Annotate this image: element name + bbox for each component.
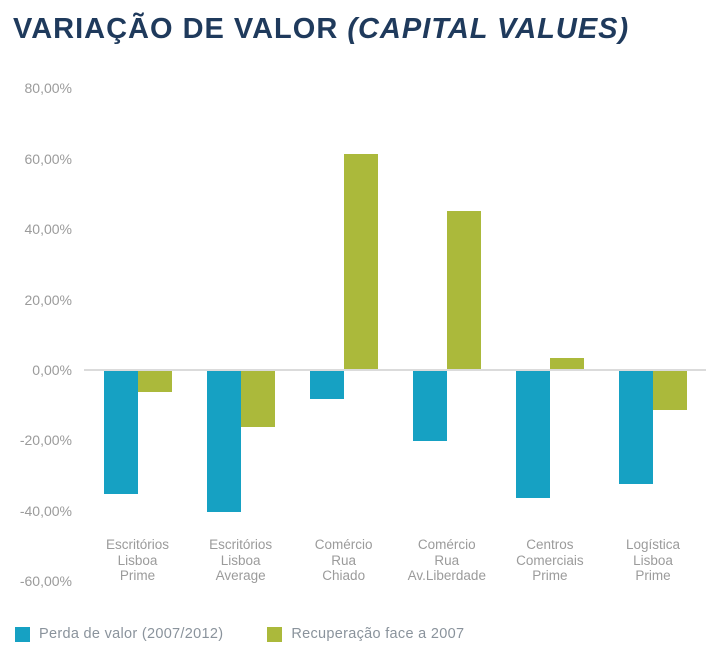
x-axis-label-comercio-rua-chiado: Comércio Rua Chiado bbox=[284, 537, 404, 584]
bar-perda-escritorios-lisboa-prime bbox=[103, 371, 138, 495]
y-axis-tick-40: 40,00% bbox=[24, 221, 72, 238]
bar-perda-centros-comerciais-prime bbox=[515, 371, 550, 498]
y-axis-tick-80: 80,00% bbox=[24, 80, 72, 97]
y-axis-tick--40: -40,00% bbox=[19, 502, 72, 519]
x-axis-label-line: Centros bbox=[526, 537, 574, 552]
y-axis-tick-60: 60,00% bbox=[24, 150, 72, 167]
x-axis-label-logistica-lisboa-prime: Logística Lisboa Prime bbox=[593, 537, 713, 584]
x-axis-label-line: Escritórios bbox=[105, 537, 169, 552]
x-axis-label-line: Rua bbox=[331, 552, 357, 568]
legend-item-perda: Perda de valor (2007/2012) bbox=[15, 626, 223, 642]
x-axis-label-line: Comerciais bbox=[516, 552, 584, 568]
bar-recuperacao-escritorios-lisboa-prime bbox=[137, 371, 172, 393]
x-axis-label-line: Lisboa bbox=[220, 552, 261, 568]
x-axis-label-centros-comerciais-prime: Centros Comerciais Prime bbox=[490, 537, 610, 584]
bar-perda-comercio-rua-chiado bbox=[309, 371, 344, 400]
x-axis-label-line: Average bbox=[215, 568, 266, 583]
legend-label-perda: Perda de valor (2007/2012) bbox=[39, 626, 224, 642]
legend-swatch-recuperacao bbox=[267, 626, 283, 642]
y-axis-tick-20: 20,00% bbox=[24, 291, 72, 308]
x-axis-label-line: Prime bbox=[119, 568, 156, 583]
bar-recuperacao-logistica-lisboa-prime bbox=[653, 371, 687, 410]
x-axis-label-line: Comércio bbox=[417, 537, 476, 552]
x-axis-label-line: Comércio bbox=[314, 537, 373, 552]
bar-perda-escritorios-lisboa-average bbox=[206, 371, 241, 512]
legend-label-recuperacao: Recuperação face a 2007 bbox=[291, 626, 465, 642]
y-axis-tick-0: 0,00% bbox=[32, 362, 72, 378]
page-title-main: VARIAÇÃO DE VALOR bbox=[13, 13, 348, 45]
bar-recuperacao-comercio-rua-av-liberdade bbox=[446, 210, 481, 369]
y-axis-tick--60: -60,00% bbox=[19, 573, 72, 590]
y-axis-tick--20: -20,00% bbox=[19, 432, 72, 449]
x-axis-label-comercio-rua-av-liberdade: Comércio Rua Av.Liberdade bbox=[387, 537, 507, 584]
bar-perda-logistica-lisboa-prime bbox=[619, 371, 653, 484]
legend-item-recuperacao: Recuperação face a 2007 bbox=[267, 626, 464, 642]
page-title-italic: (CAPITAL VALUES) bbox=[347, 13, 630, 45]
bar-recuperacao-centros-comerciais-prime bbox=[549, 358, 584, 369]
x-axis-label-line: Lisboa bbox=[633, 552, 673, 568]
x-axis-label-line: Lisboa bbox=[117, 552, 158, 568]
x-axis-label-escritorios-lisboa-prime: Escritórios Lisboa Prime bbox=[78, 537, 198, 584]
x-axis-label-line: Prime bbox=[635, 568, 671, 583]
x-axis-label-line: Rua bbox=[434, 552, 460, 568]
legend-swatch-perda bbox=[15, 626, 30, 642]
chart-legend: Perda de valor (2007/2012) Recuperação f… bbox=[15, 626, 464, 642]
x-axis-label-line: Prime bbox=[532, 568, 568, 583]
page-title: VARIAÇÃO DE VALOR (CAPITAL VALUES) bbox=[13, 13, 629, 46]
x-axis-label-line: Logística bbox=[625, 537, 681, 552]
zero-axis-line bbox=[84, 369, 706, 371]
bar-recuperacao-escritorios-lisboa-average bbox=[240, 371, 275, 428]
bar-perda-comercio-rua-av-liberdade bbox=[412, 371, 447, 442]
bar-recuperacao-comercio-rua-chiado bbox=[343, 154, 378, 369]
x-axis-label-escritorios-lisboa-average: Escritórios Lisboa Average bbox=[181, 537, 301, 584]
x-axis-label-line: Av.Liberdade bbox=[407, 568, 486, 583]
x-axis-label-line: Escritórios bbox=[209, 537, 273, 552]
x-axis-label-line: Chiado bbox=[322, 568, 366, 583]
